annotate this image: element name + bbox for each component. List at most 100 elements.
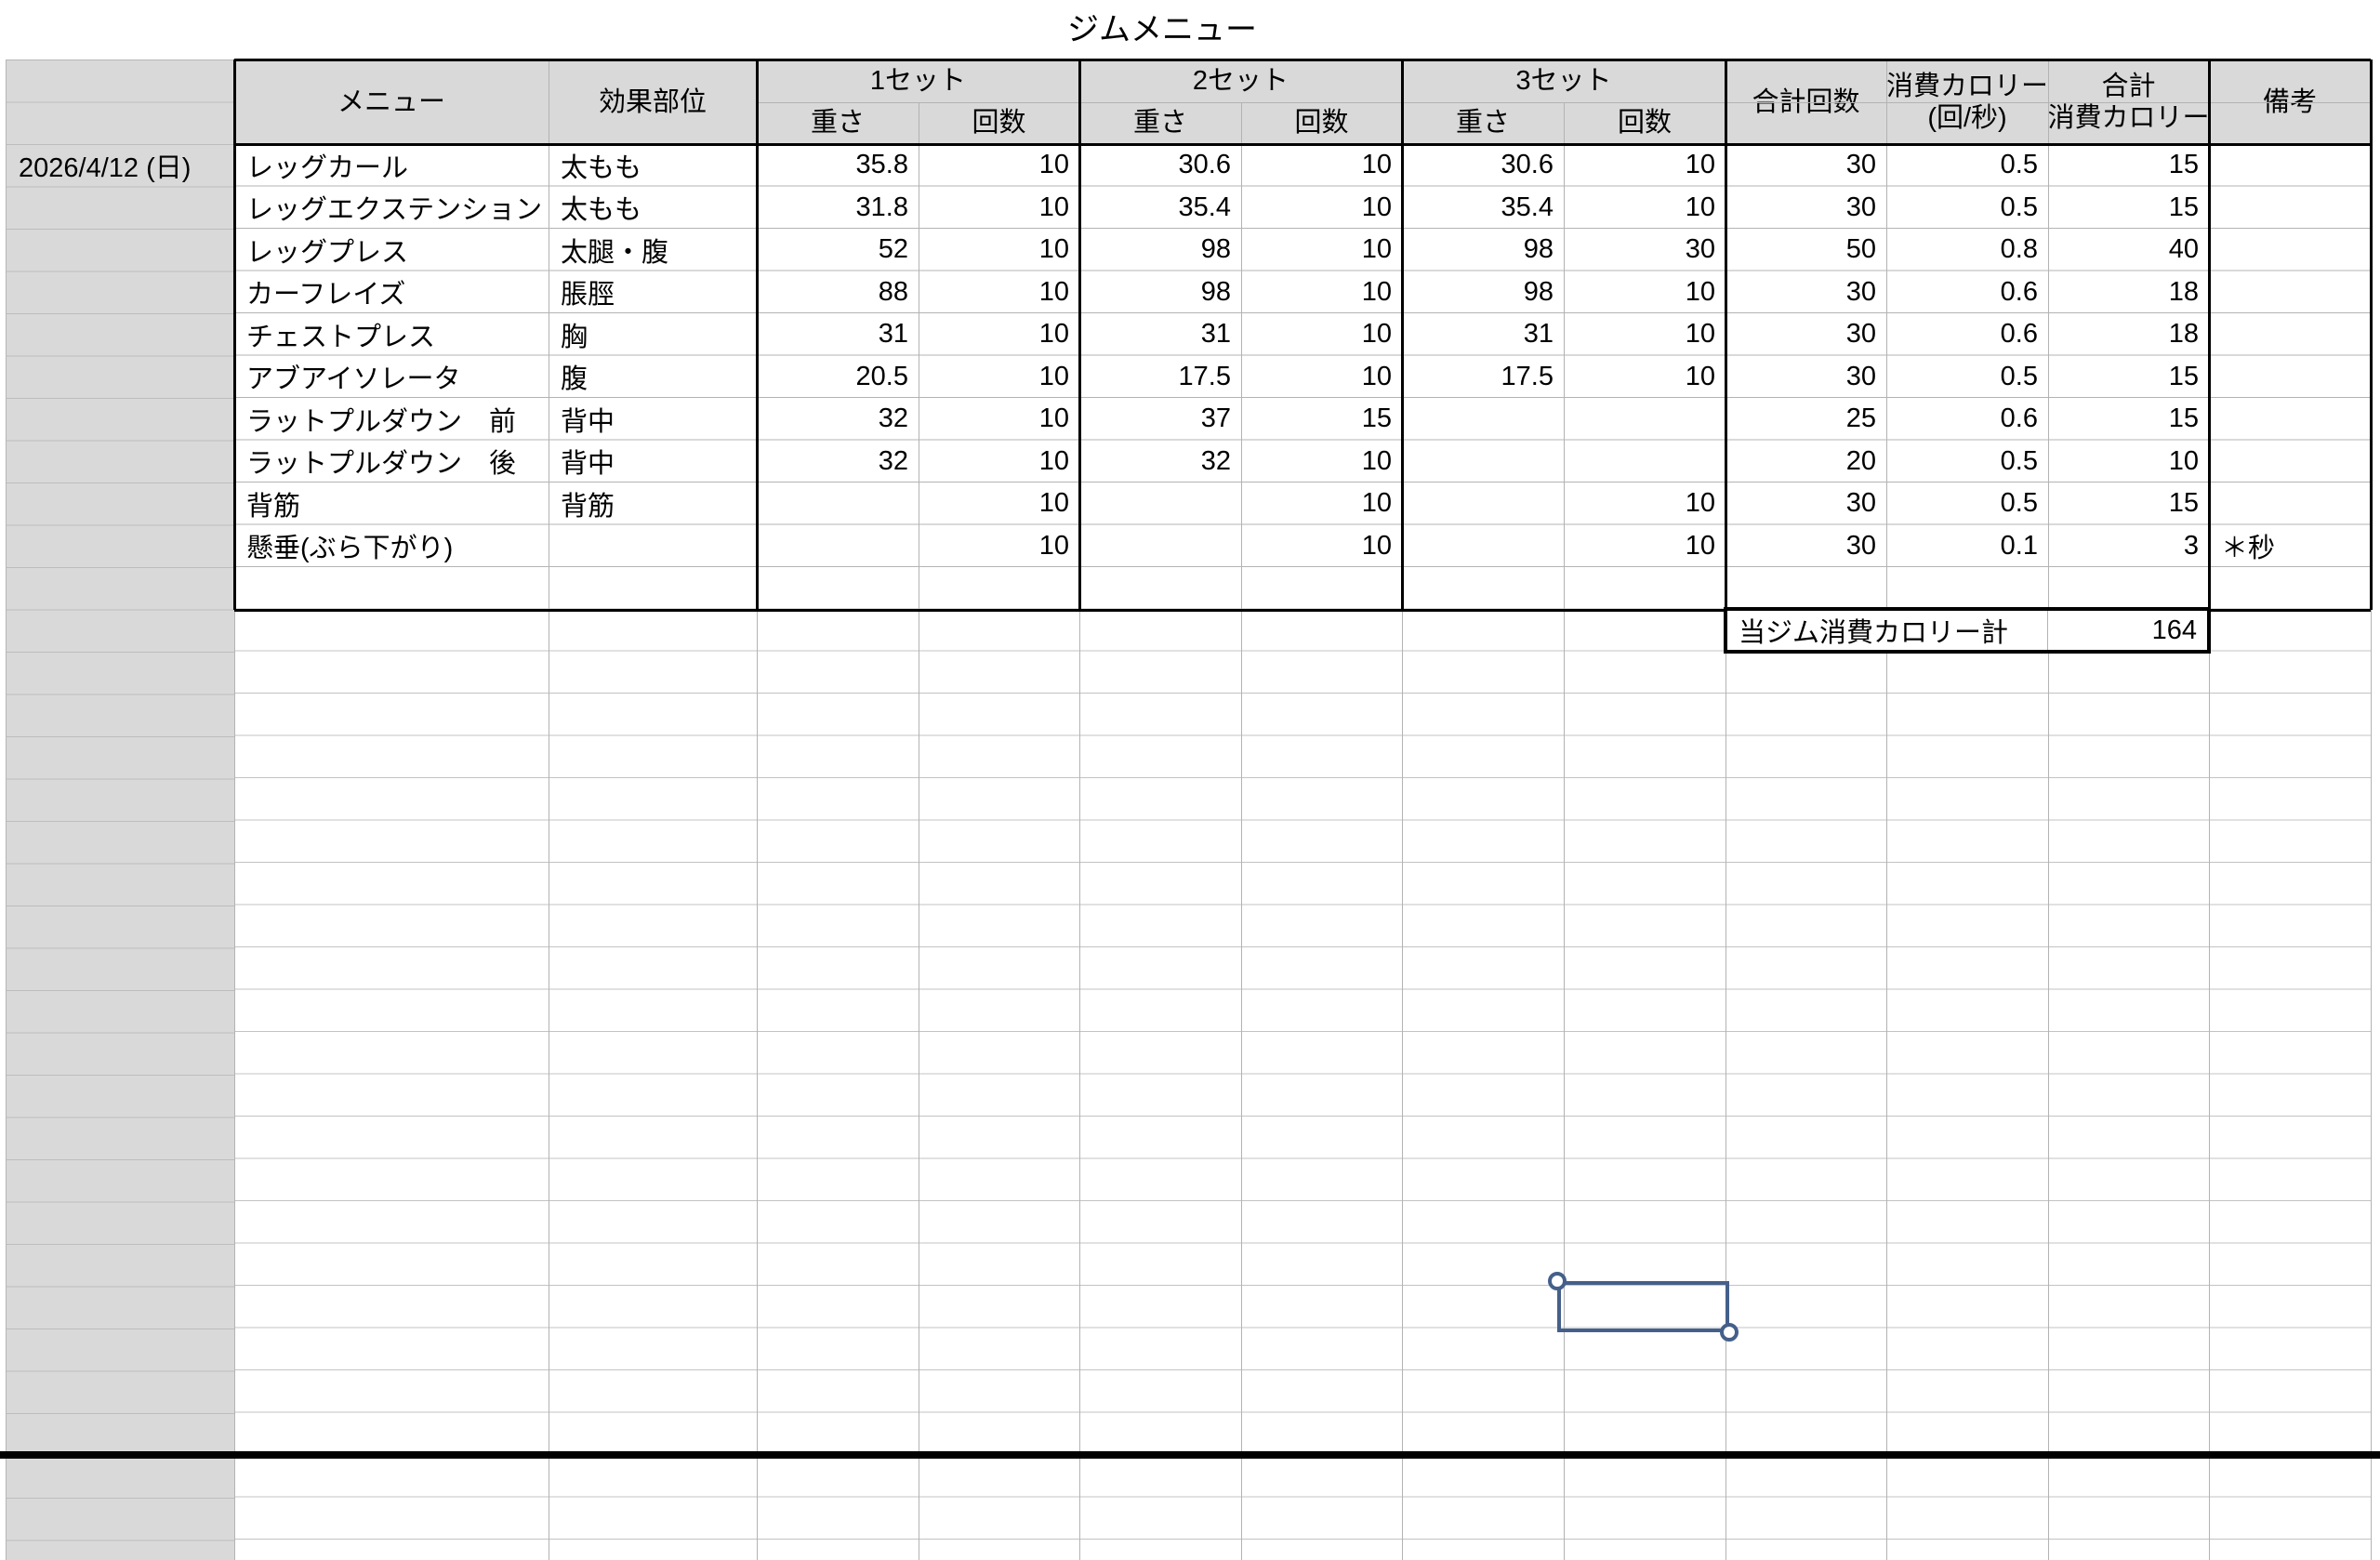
cell-s2w-row-7[interactable]: 37 [1200,403,1231,434]
header-body-part[interactable]: 効果部位 [598,86,707,117]
cell-s3r-row-5[interactable]: 10 [1685,319,1715,350]
header-menu[interactable]: メニュー [337,86,445,117]
cell-s3r-row-4[interactable]: 10 [1685,276,1715,307]
cell-s1r-row-6[interactable]: 10 [1038,361,1069,391]
cell-s1r-row-7[interactable]: 10 [1038,403,1069,434]
cell-part-row-8[interactable]: 背中 [561,449,615,480]
cell-menu-row-5[interactable]: チェストプレス [246,322,436,352]
cell-part-row-7[interactable]: 背中 [561,406,615,437]
cell-s3w-row-1[interactable]: 30.6 [1501,150,1554,180]
cell-cal-row-6[interactable]: 15 [2168,361,2199,391]
selection-handle-bottom-right[interactable] [1720,1323,1739,1342]
cell-note-row-7[interactable] [2209,398,2371,441]
cell-menu-row-1[interactable]: レッグカール [246,152,409,183]
cell-s1w-row-1[interactable]: 35.8 [855,150,908,180]
cell-menu-row-2[interactable]: レッグエクステンション [246,195,543,226]
summary-label[interactable]: 当ジム消費カロリー計 [1739,618,2009,648]
cell-part-row-4[interactable]: 脹脛 [561,280,615,311]
cell-s3w-row-7[interactable] [1402,398,1564,441]
cell-s2w-row-8[interactable]: 32 [1200,445,1231,476]
cell-note-row-6[interactable] [2209,356,2371,399]
cell-s1r-row-3[interactable]: 10 [1038,234,1069,265]
cell-total-row-9[interactable]: 30 [1845,488,1876,519]
cell-s3w-row-6[interactable]: 17.5 [1501,361,1554,391]
cell-menu-row-4[interactable]: カーフレイズ [246,280,406,311]
cell-s3r-row-10[interactable]: 10 [1685,530,1715,561]
cell-total-row-2[interactable]: 30 [1845,192,1876,222]
cell-s1w-row-5[interactable]: 31 [878,319,908,350]
cell-note-row-10[interactable]: ＊秒 [2221,534,2276,564]
cell-s2w-row-6[interactable]: 17.5 [1178,361,1231,391]
cell-s2r-row-6[interactable]: 10 [1361,361,1392,391]
cell-cal-row-3[interactable]: 40 [2168,234,2199,265]
cell-s1r-row-5[interactable]: 10 [1038,319,1069,350]
header-weight-2[interactable]: 重さ [1132,108,1187,139]
cell-s2r-row-10[interactable]: 10 [1361,530,1392,561]
cell-s1w-row-7[interactable]: 32 [878,403,908,434]
selected-cell[interactable] [1557,1281,1729,1332]
cell-part-row-3[interactable]: 太腿・腹 [561,237,669,268]
cell-s3r-row-9[interactable]: 10 [1685,488,1715,519]
cell-cal-row-7[interactable]: 15 [2168,403,2199,434]
cell-s1r-row-1[interactable]: 10 [1038,150,1069,180]
header-reps-2[interactable]: 回数 [1294,108,1349,139]
cell-s1r-row-4[interactable]: 10 [1038,276,1069,307]
cell-cal-row-4[interactable]: 18 [2168,276,2199,307]
cell-s2r-row-4[interactable]: 10 [1361,276,1392,307]
cell-total-row-7[interactable]: 25 [1845,403,1876,434]
cell-rate-row-1[interactable]: 0.5 [2000,150,2038,180]
cell-s1r-row-8[interactable]: 10 [1038,445,1069,476]
cell-menu-row-6[interactable]: アブアイソレータ [246,364,461,395]
cell-s2r-row-5[interactable]: 10 [1361,319,1392,350]
cell-s3w-row-8[interactable] [1402,441,1564,483]
header-total-cal[interactable]: 合計 消費カロリー [2048,59,2210,144]
header-reps-3[interactable]: 回数 [1617,108,1672,139]
cell-cal-row-10[interactable]: 3 [2183,530,2199,561]
cell-s3r-row-7[interactable] [1564,398,1726,441]
cell-total-row-6[interactable]: 30 [1845,361,1876,391]
cell-note-row-5[interactable] [2209,313,2371,356]
summary-value[interactable]: 164 [2047,611,2207,650]
cell-rate-row-5[interactable]: 0.6 [2000,319,2038,350]
cell-s1w-row-2[interactable]: 31.8 [855,192,908,222]
cell-menu-row-9[interactable]: 背筋 [246,491,301,522]
cell-menu-row-8[interactable]: ラットプルダウン 後 [246,449,517,480]
cell-s2w-row-3[interactable]: 98 [1200,234,1231,265]
header-set-3[interactable]: 3セット [1515,65,1612,96]
cell-cal-row-9[interactable]: 15 [2168,488,2199,519]
cell-note-row-1[interactable] [2209,144,2371,187]
cell-s1r-row-10[interactable]: 10 [1038,530,1069,561]
cell-s1w-row-6[interactable]: 20.5 [855,361,908,391]
cell-rate-row-4[interactable]: 0.6 [2000,276,2038,307]
cell-rate-row-9[interactable]: 0.5 [2000,488,2038,519]
cell-note-row-8[interactable] [2209,441,2371,483]
cell-s2w-row-1[interactable]: 30.6 [1178,150,1231,180]
cell-s3w-row-4[interactable]: 98 [1523,276,1554,307]
cell-part-row-1[interactable]: 太もも [561,152,642,183]
cell-total-row-4[interactable]: 30 [1845,276,1876,307]
cell-cal-row-2[interactable]: 15 [2168,192,2199,222]
header-set-1[interactable]: 1セット [869,65,967,96]
cell-s2w-row-2[interactable]: 35.4 [1178,192,1231,222]
cell-cal-row-8[interactable]: 10 [2168,445,2199,476]
cell-menu-row-3[interactable]: レッグプレス [246,237,409,268]
cell-note-row-2[interactable] [2209,187,2371,230]
cell-rate-row-8[interactable]: 0.5 [2000,445,2038,476]
cell-s2r-row-2[interactable]: 10 [1361,192,1392,222]
cell-s2w-row-4[interactable]: 98 [1200,276,1231,307]
cell-s3w-row-10[interactable] [1402,525,1564,568]
cell-s3w-row-2[interactable]: 35.4 [1501,192,1554,222]
cell-s2w-row-9[interactable] [1079,483,1241,525]
cell-menu-row-7[interactable]: ラットプルダウン 前 [246,406,517,437]
cell-s2r-row-8[interactable]: 10 [1361,445,1392,476]
cell-s2w-row-10[interactable] [1079,525,1241,568]
cell-s3r-row-3[interactable]: 30 [1685,234,1715,265]
cell-s1w-row-10[interactable] [757,525,919,568]
cell-cal-row-1[interactable]: 15 [2168,150,2199,180]
cell-rate-row-7[interactable]: 0.6 [2000,403,2038,434]
cell-s1w-row-4[interactable]: 88 [878,276,908,307]
header-weight-3[interactable]: 重さ [1455,108,1510,139]
cell-rate-row-6[interactable]: 0.5 [2000,361,2038,391]
header-reps-1[interactable]: 回数 [972,108,1026,139]
date-cell[interactable]: 2026/4/12 (日) [19,152,192,183]
